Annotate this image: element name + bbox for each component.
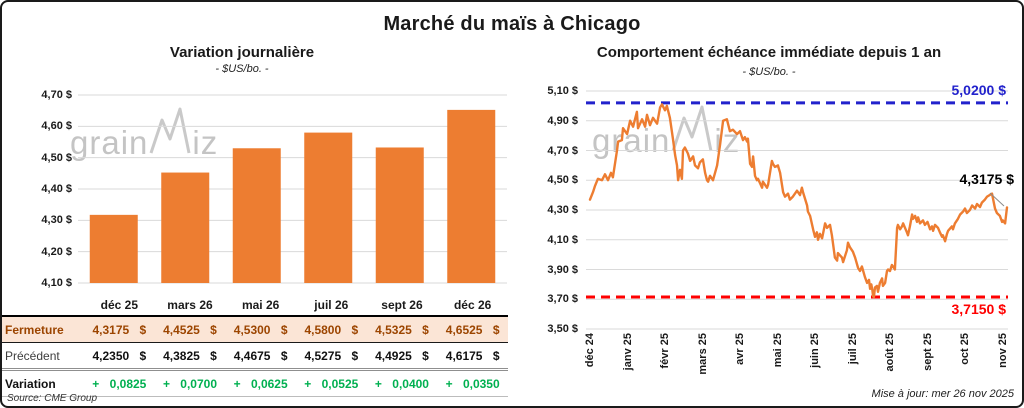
price-line [588,103,1009,299]
bar-juil 26 [304,132,353,283]
cell-value: 4,4675 $ [225,342,296,371]
updated-note: Mise à jour: mer 26 nov 2025 [871,388,1014,400]
cell-value: 4,3175 $ [84,316,155,343]
y-tick-label: 4,90 $ [547,114,578,127]
front-month-panel: Comportement échéance immédiate depuis 1… [512,2,1022,406]
bar-chart [78,94,507,284]
table-row-variation: Variation + 0,0825 + 0,0700 + 0,0625 + 0,052… [2,369,508,397]
bar-chart-title: Variation journalière [169,44,315,61]
table-row-precedent: Précédent 4,2350 $4,3825 $4,4675 $4,5275 … [2,342,508,371]
y-tick-label: 4,50 $ [547,174,578,187]
bar-chart-subtitle: - $US/bo. - [215,63,269,75]
label-leader-line [989,192,1005,207]
line-chart-subtitle: - $US/bo. - [742,66,796,78]
y-tick-label: 4,30 $ [547,204,578,216]
y-tick-label: 4,60 $ [41,120,72,133]
price-table: déc 25 mars 26 mai 26 juil 26 sept 26 déc 26 F… [2,294,508,397]
row-label: Précédent [2,342,84,371]
y-tick-label: 4,10 $ [547,233,578,246]
y-tick-label: 4,30 $ [41,214,72,227]
y-tick-label: 5,10 $ [547,85,578,97]
table-row-fermeture: Fermeture 4,3175 $4,4525 $4,5300 $4,5800 … [2,316,508,343]
y-tick-label: 3,70 $ [547,293,578,306]
y-tick-label: 4,70 $ [547,144,578,157]
row-label: Variation [2,369,84,397]
watermark-zigzag-icon [149,107,191,154]
column-header: mai 26 [225,294,296,317]
watermark-text: grain [592,122,671,159]
cell-value: + 0,0350 [437,369,508,397]
last-price-label: 4,3175 $ [959,171,1015,187]
x-tick-label: janv 25 [621,333,634,371]
bar-mai 26 [232,148,281,283]
grainwiz-watermark: grain iz [70,106,219,161]
watermark-text: iz [192,124,219,161]
y-tick-label: 3,90 $ [547,263,578,276]
row-label: Fermeture [2,316,84,343]
y-tick-label: 4,50 $ [41,151,72,164]
column-header: sept 26 [366,294,438,317]
line-chart-title: Comportement échéance immédiate depuis 1… [596,44,942,61]
y-tick-label: 4,10 $ [41,277,72,289]
cell-value: + 0,0825 [84,369,155,397]
y-tick-label: 4,40 $ [41,183,72,195]
cell-value: 4,5275 $ [295,342,367,371]
cell-value: 4,6525 $ [437,316,508,343]
min-reference-label: 3,7150 $ [951,301,1007,317]
column-header: juil 26 [295,294,367,317]
bar-déc 25 [89,214,138,283]
cell-value: + 0,0700 [154,369,226,397]
cell-value: 4,5325 $ [366,316,438,343]
y-tick-label: 4,20 $ [41,245,72,258]
cell-value: + 0,0625 [225,369,296,397]
x-tick-label: févr 25 [659,333,671,369]
page-title: Marché du maïs à Chicago [383,13,641,35]
y-tick-label: 4,70 $ [41,89,72,101]
x-tick-label: mars 25 [696,333,709,375]
cell-value: 4,6175 $ [437,342,508,371]
grainwiz-watermark: grain iz [592,104,740,159]
bar-déc 26 [447,109,496,283]
cell-value: 4,4525 $ [154,316,226,343]
bar-mars 26 [161,172,210,283]
column-header: mars 26 [154,294,226,317]
watermark-zigzag-icon [671,105,713,152]
cell-value: + 0,0400 [366,369,438,397]
y-tick-label: 3,50 $ [547,323,578,335]
column-header: déc 26 [437,294,508,317]
watermark-text: grain [70,124,149,161]
line-chart [586,90,1009,330]
table-header-row: déc 25 mars 26 mai 26 juil 26 sept 26 déc 26 [2,294,508,317]
cell-value: 4,3825 $ [154,342,226,371]
corner-cell [2,294,84,317]
max-reference-label: 5,0200 $ [951,82,1007,98]
cell-value: 4,5300 $ [225,316,296,343]
cell-value: 4,4925 $ [366,342,438,371]
x-tick-label: déc 24 [584,333,596,368]
bar-sept 26 [375,147,424,283]
cell-value: 4,5800 $ [295,316,367,343]
column-header: déc 25 [84,294,155,317]
source-note: Source: CME Group [7,393,98,404]
x-tick-label: avr 25 [734,333,746,365]
cell-value: 4,2350 $ [84,342,155,371]
cell-value: + 0,0525 [295,369,367,397]
daily-variation-panel: Variation journalière - $US/bo. - grain … [2,2,512,406]
